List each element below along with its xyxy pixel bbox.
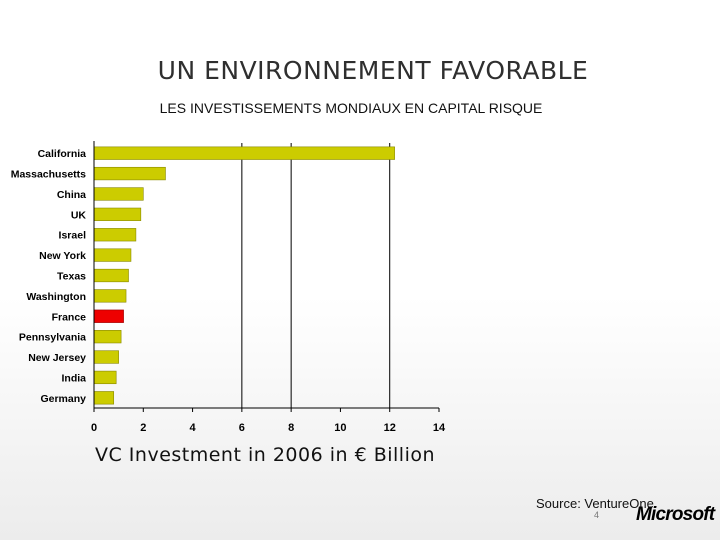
category-label-india: India [61, 372, 86, 384]
bar-israel [93, 228, 137, 242]
x-axis-title: VC Investment in 2006 in € Billion [95, 444, 436, 466]
chart-title: LES INVESTISSEMENTS MONDIAUX EN CAPITAL … [159, 100, 543, 116]
category-label-france: France [52, 311, 87, 323]
category-label-china: China [57, 189, 86, 201]
bar-india [93, 370, 117, 385]
x-tick-label-6: 6 [239, 422, 245, 434]
x-tick-label-2: 2 [140, 422, 146, 434]
slide-title: UN ENVIRONNEMENT FAVORABLE [157, 56, 589, 85]
bar-pennsylvania [93, 330, 122, 344]
category-label-california: California [38, 148, 87, 160]
page-number: 4 [594, 510, 600, 520]
category-label-new-york: New York [39, 250, 86, 262]
bar-uk [93, 207, 142, 221]
x-tick-label-14: 14 [433, 422, 446, 434]
x-tick-label-8: 8 [288, 422, 294, 434]
bar-washington [93, 289, 127, 303]
category-label-israel: Israel [59, 230, 87, 242]
category-label-uk: UK [71, 209, 87, 221]
bar-france [93, 309, 124, 323]
x-tick-label-10: 10 [334, 422, 346, 434]
bar-china [93, 187, 144, 201]
category-label-washington: Washington [26, 291, 86, 303]
microsoft-logo: Microsoft [636, 504, 715, 525]
bar-new-jersey [93, 350, 119, 364]
category-label-new-jersey: New Jersey [28, 352, 86, 364]
x-tick-label-12: 12 [384, 422, 396, 434]
category-label-pennsylvania: Pennsylvania [19, 332, 86, 344]
bar-massachusetts [93, 166, 166, 181]
x-tick-label-0: 0 [91, 422, 97, 434]
category-label-germany: Germany [40, 393, 86, 405]
gridlines [241, 143, 391, 408]
category-label-massachusetts: Massachusetts [11, 169, 86, 181]
category-labels: California Massachusetts China UK Israel New … [11, 148, 87, 405]
tick-labels: 0 2 4 6 8 10 12 14 [91, 408, 446, 434]
bar-california [93, 146, 395, 160]
bar-new-york [93, 248, 132, 262]
bar-texas [93, 268, 129, 283]
bar-germany [93, 391, 115, 405]
axes [93, 141, 439, 409]
category-label-texas: Texas [57, 271, 86, 283]
bars [93, 146, 395, 405]
source-text: Source: VentureOne [536, 496, 654, 511]
x-tick-label-4: 4 [190, 422, 197, 434]
